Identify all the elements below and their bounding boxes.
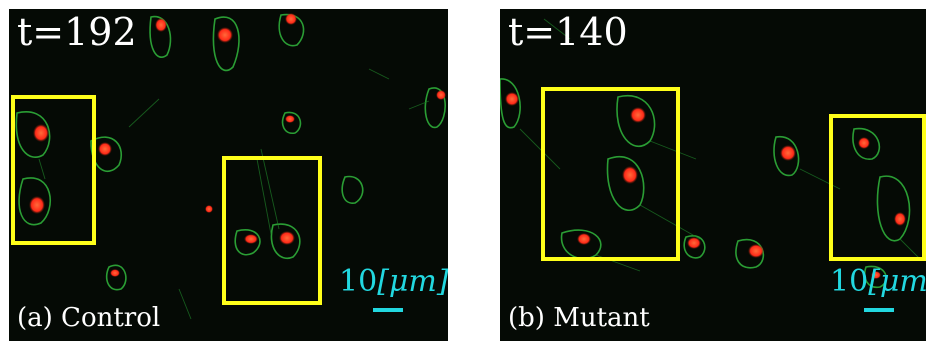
roi-box — [829, 114, 926, 261]
roi-box — [11, 95, 96, 245]
control-panel: t=192 (a) Control 10[μm] — [9, 9, 448, 341]
scale-bar — [864, 308, 894, 312]
scale-bar — [373, 308, 403, 312]
cell-nuclei — [29, 13, 446, 277]
roi-box — [541, 87, 680, 261]
mutant-micrograph — [500, 18, 921, 289]
scale-bar-label: 10[μm] — [830, 267, 926, 297]
scale-unit: [μm] — [868, 264, 926, 299]
scale-unit: [μm] — [377, 264, 448, 299]
scale-value: 10 — [830, 264, 869, 299]
cell-nuclei — [505, 92, 906, 279]
cell-outlines — [15, 13, 446, 291]
roi-box — [222, 156, 322, 305]
cell-outlines — [500, 78, 911, 289]
control-micrograph — [15, 13, 446, 320]
panel-caption: (a) Control — [17, 303, 161, 333]
panel-caption: (b) Mutant — [508, 303, 650, 333]
cell-filaments — [519, 18, 921, 272]
timestamp-label: t=192 — [17, 10, 137, 54]
cell-filaments — [38, 68, 430, 320]
mutant-panel: t=140 (b) Mutant 10[μm] — [500, 9, 926, 341]
scale-value: 10 — [339, 264, 378, 299]
scale-bar-label: 10[μm] — [339, 267, 448, 297]
timestamp-label: t=140 — [508, 10, 628, 54]
